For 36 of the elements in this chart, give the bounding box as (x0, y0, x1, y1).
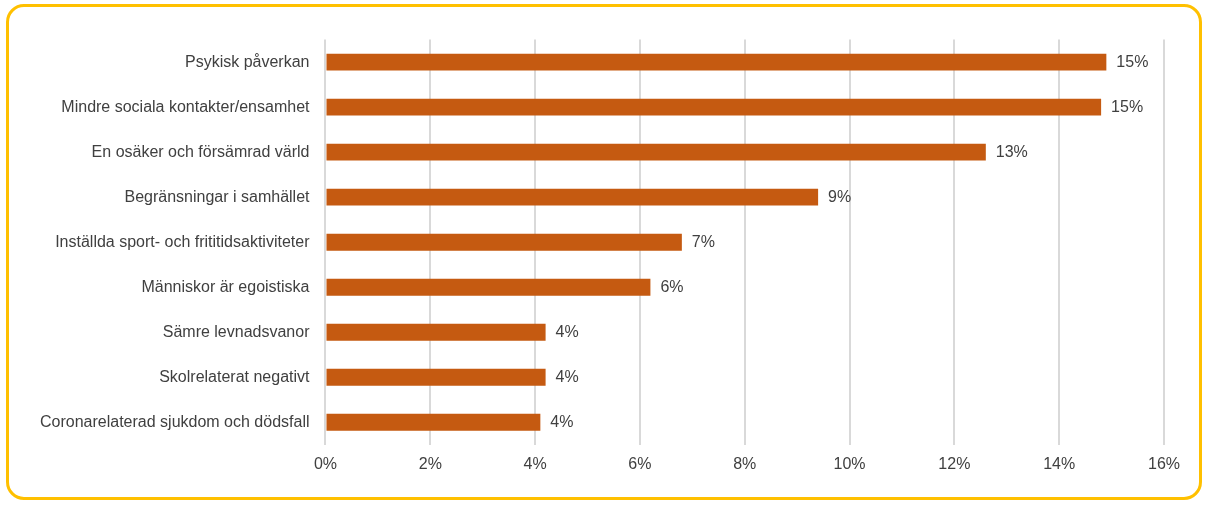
y-tick-label: Begränsningar i samhället (124, 187, 311, 205)
data-label: 4% (555, 322, 579, 340)
y-tick-label: Mindre sociala kontakter/ensamhet (61, 97, 311, 115)
data-label: 4% (550, 412, 574, 430)
bar (326, 143, 986, 161)
data-label: 6% (660, 277, 684, 295)
bar (326, 233, 682, 251)
x-tick-label: 14% (1043, 454, 1076, 472)
data-label: 15% (1111, 97, 1144, 115)
bar (326, 188, 819, 206)
bar (326, 413, 541, 431)
x-tick-label: 8% (733, 454, 757, 472)
x-tick-label: 0% (313, 454, 338, 472)
data-label: 4% (555, 367, 579, 385)
y-tick-label: Psykisk påverkan (184, 52, 310, 70)
x-tick-label: 12% (938, 454, 971, 472)
y-tick-label: En osäker och försämrad värld (91, 142, 310, 160)
y-tick-label: Skolrelaterat negativt (159, 367, 311, 385)
data-label: 7% (691, 232, 715, 250)
x-tick-label: 10% (833, 454, 866, 472)
x-tick-label: 16% (1147, 454, 1181, 472)
y-tick-label: Inställda sport- och frititidsaktiviteter (55, 232, 311, 250)
bar (326, 98, 1102, 116)
data-label: 9% (828, 187, 852, 205)
x-tick-label: 2% (418, 454, 442, 472)
y-tick-label: Coronarelaterad sjukdom och dödsfall (40, 412, 310, 430)
bar (326, 53, 1107, 71)
bar (326, 323, 546, 341)
data-label: 13% (995, 142, 1028, 160)
x-tick-label: 4% (523, 454, 547, 472)
bar (326, 278, 651, 296)
data-label: 15% (1116, 52, 1149, 70)
bar (326, 368, 546, 386)
x-tick-label: 6% (628, 454, 652, 472)
y-tick-label: Människor är egoistiska (141, 277, 310, 295)
y-tick-label: Sämre levnadsvanor (162, 322, 311, 340)
